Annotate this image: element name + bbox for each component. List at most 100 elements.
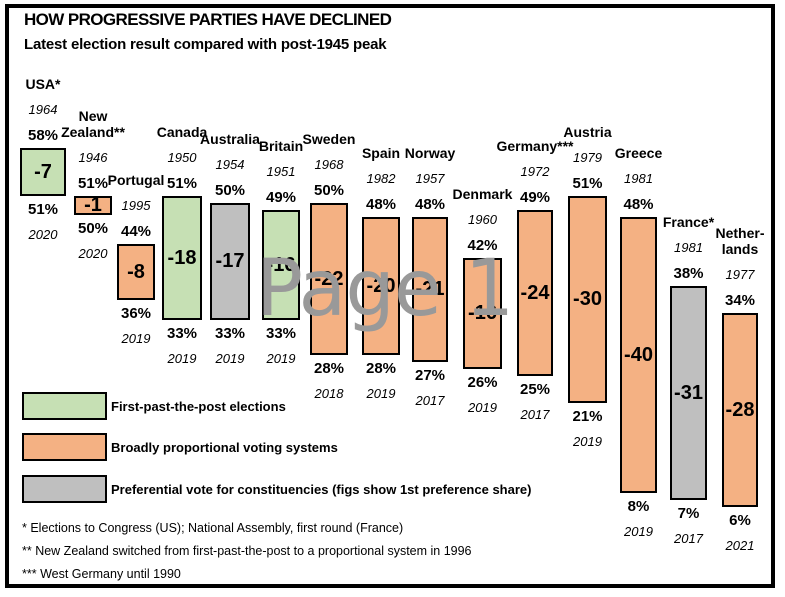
decline-bar: -30 [568, 196, 607, 403]
decline-value: -22 [314, 267, 344, 290]
peak-year: 1995 [121, 198, 151, 213]
latest-share: 33% [265, 325, 297, 342]
country-name: Spain [361, 145, 401, 161]
country-name: Australia [200, 131, 260, 147]
latest-share: 25% [519, 381, 551, 398]
country-column-greece: Greece 1981 48% -40 8% 2019 [615, 0, 662, 597]
peak-share: 50% [214, 182, 246, 199]
country-name: Canada [156, 124, 208, 140]
legend-item-preferential: Preferential vote for constituencies (fi… [22, 475, 531, 503]
country-column-denmark: Denmark 1960 42% -16 26% 2019 [453, 0, 513, 597]
latest-year: 2020 [28, 227, 58, 242]
latest-share: 50% [77, 220, 109, 237]
country-column-newzealand: New Zealand** 1946 51% -1 50% 2020 [61, 0, 125, 597]
country-column-spain: Spain 1982 48% -20 28% 2019 [362, 0, 400, 597]
latest-share: 51% [27, 201, 59, 218]
peak-share: 49% [519, 189, 551, 206]
legend-label-proportional: Broadly proportional voting systems [111, 439, 338, 455]
legend-item-proportional: Broadly proportional voting systems [22, 433, 338, 461]
decline-bar: -22 [310, 203, 348, 355]
latest-share: 28% [313, 360, 345, 377]
latest-year: 2017 [415, 393, 445, 408]
decline-bar: -16 [262, 210, 300, 320]
legend-swatch-preferential-icon [22, 475, 107, 503]
latest-year: 2019 [167, 351, 197, 366]
peak-share: 48% [414, 196, 446, 213]
country-column-usa: USA* 1964 58% -7 51% 2020 [20, 0, 66, 597]
peak-year: 1968 [314, 157, 344, 172]
legend-item-fptp: First-past-the-post elections [22, 392, 286, 420]
latest-year: 2018 [314, 386, 344, 401]
peak-year: 1972 [520, 164, 550, 179]
peak-year: 1951 [266, 164, 296, 179]
decline-value: -28 [725, 398, 755, 421]
legend-label-fptp: First-past-the-post elections [111, 398, 286, 414]
country-column-britain: Britain 1951 49% -16 33% 2019 [259, 0, 303, 597]
decline-bar: -31 [670, 286, 707, 500]
latest-share: 33% [166, 325, 198, 342]
peak-year: 1946 [78, 150, 108, 165]
decline-value: -20 [366, 274, 396, 297]
peak-share: 44% [120, 223, 152, 240]
peak-year: 1981 [674, 240, 703, 255]
country-column-norway: Norway 1957 48% -21 27% 2017 [405, 0, 456, 597]
latest-year: 2019 [215, 351, 245, 366]
country-name: New Zealand** [61, 108, 125, 140]
legend-swatch-fptp-icon [22, 392, 107, 420]
decline-value: -18 [167, 246, 197, 269]
country-column-canada: Canada 1950 51% -18 33% 2019 [157, 0, 208, 597]
decline-value: -24 [520, 281, 550, 304]
country-column-netherlands: Nether-lands 1977 34% -28 6% 2021 [715, 0, 764, 597]
latest-year: 2019 [573, 434, 602, 449]
peak-year: 1981 [624, 171, 653, 186]
latest-year: 2019 [468, 400, 497, 415]
chart-title: HOW PROGRESSIVE PARTIES HAVE DECLINED [24, 10, 392, 29]
decline-value: -17 [215, 250, 245, 272]
latest-share: 6% [729, 512, 751, 529]
peak-share: 49% [265, 189, 297, 206]
peak-share: 51% [572, 175, 603, 192]
peak-year: 1964 [28, 102, 58, 117]
decline-value: -21 [415, 278, 445, 300]
country-column-france: France* 1981 38% -31 7% 2017 [663, 0, 714, 597]
page-watermark: Page 1 [256, 244, 514, 334]
latest-year: 2019 [624, 524, 653, 539]
footnote-2: ** New Zealand switched from first-past-… [22, 544, 472, 558]
country-name: Britain [258, 138, 304, 154]
peak-year: 1954 [215, 157, 245, 172]
decline-value: -40 [624, 343, 653, 366]
latest-share: 33% [214, 325, 246, 342]
decline-bar: -20 [362, 217, 400, 355]
country-column-sweden: Sweden 1968 50% -22 28% 2018 [303, 0, 356, 597]
peak-share: 42% [467, 237, 498, 254]
peak-year: 1982 [366, 171, 396, 186]
latest-year: 2021 [725, 538, 755, 553]
country-name: France* [662, 214, 715, 230]
decline-bar: -17 [210, 203, 250, 320]
latest-share: 7% [677, 505, 700, 522]
footnotes: * Elections to Congress (US); National A… [22, 521, 472, 590]
legend-label-preferential: Preferential vote for constituencies (fi… [111, 481, 532, 497]
country-name: Nether-lands [715, 225, 765, 257]
country-name: USA* [25, 76, 61, 92]
latest-year: 2019 [121, 331, 151, 346]
country-column-australia: Australia 1954 50% -17 33% 2019 [200, 0, 260, 597]
country-column-portugal: Portugal 1995 44% -8 36% 2019 [108, 0, 165, 597]
latest-year: 2017 [674, 531, 703, 546]
country-name: Germany*** [496, 138, 574, 154]
decline-value: -16 [468, 302, 497, 324]
decline-value: -16 [266, 253, 296, 276]
decline-value: -30 [573, 288, 602, 310]
country-name: Denmark [452, 186, 513, 202]
decline-bar: -28 [722, 313, 758, 507]
peak-share: 58% [27, 127, 59, 144]
footnote-3: *** West Germany until 1990 [22, 567, 181, 581]
peak-share: 48% [365, 196, 397, 213]
decline-value: -7 [34, 160, 52, 183]
peak-share: 51% [166, 175, 198, 192]
country-name: Portugal [107, 172, 165, 188]
country-name: Austria [563, 124, 612, 140]
decline-bar: -18 [162, 196, 202, 320]
latest-share: 36% [120, 305, 152, 322]
